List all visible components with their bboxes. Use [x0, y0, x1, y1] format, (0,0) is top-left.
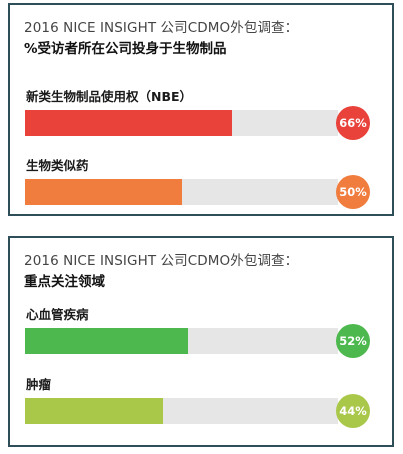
- bar-fill: [25, 110, 232, 136]
- bar-label: 肿瘤: [26, 377, 52, 392]
- bar-row: 心血管疾病 52%: [10, 304, 392, 364]
- value-badge: 66%: [336, 106, 370, 140]
- bar-track: [25, 110, 338, 136]
- bar-track: [25, 398, 338, 424]
- bar-label: 新类生物制品使用权（NBE）: [26, 89, 193, 104]
- chart-panel-biologics: 2016 NICE INSIGHT 公司CDMO外包调查： %受访者所在公司投身…: [8, 3, 394, 216]
- chart-subtitle: 重点关注领域: [24, 274, 105, 290]
- chart-subtitle: %受访者所在公司投身于生物制品: [24, 41, 227, 57]
- bar-row: 新类生物制品使用权（NBE） 66%: [10, 86, 392, 146]
- bar-fill: [25, 398, 163, 424]
- bar-row: 肿瘤 44%: [10, 374, 392, 434]
- bar-label: 心血管疾病: [26, 307, 89, 322]
- value-badge: 44%: [336, 394, 370, 428]
- chart-title: 2016 NICE INSIGHT 公司CDMO外包调查：: [24, 20, 299, 36]
- bar-fill: [25, 328, 188, 354]
- chart-panel-focus-areas: 2016 NICE INSIGHT 公司CDMO外包调查： 重点关注领域 心血管…: [8, 236, 394, 447]
- bar-fill: [25, 179, 182, 205]
- bar-track: [25, 328, 338, 354]
- value-badge: 52%: [336, 324, 370, 358]
- bar-row: 生物类似药 50%: [10, 155, 392, 215]
- bar-label: 生物类似药: [26, 158, 89, 173]
- bar-track: [25, 179, 338, 205]
- value-badge: 50%: [336, 175, 370, 209]
- chart-title: 2016 NICE INSIGHT 公司CDMO外包调查：: [24, 253, 299, 269]
